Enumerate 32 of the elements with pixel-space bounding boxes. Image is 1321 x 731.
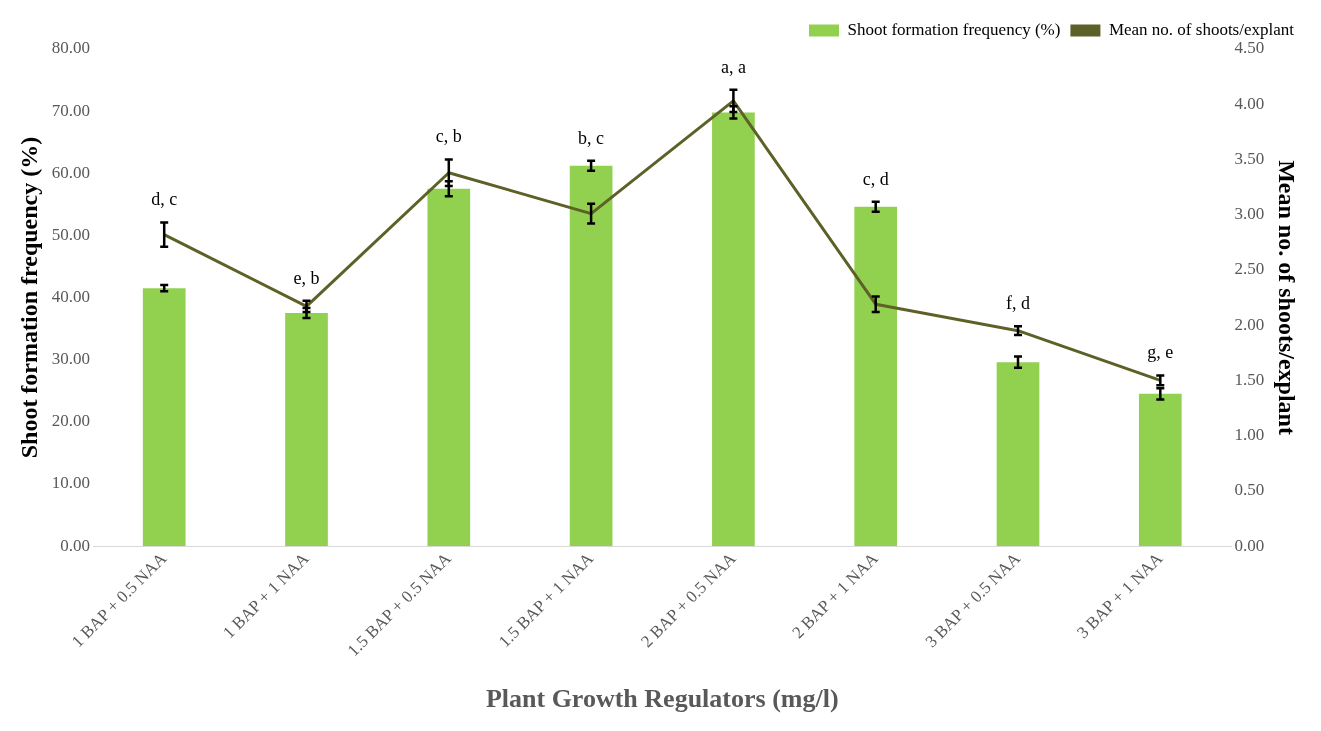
annotation: b, c (578, 127, 605, 148)
y-tick-label: 80.00 (51, 38, 91, 58)
y2-tick-label: 4.00 (1234, 93, 1265, 113)
y2-axis-title: Mean no. of shoots/explant (1274, 160, 1301, 435)
y-tick-label: 60.00 (51, 162, 91, 182)
y-tick-label: 0.00 (60, 535, 91, 555)
y2-tick-label: 4.50 (1234, 38, 1265, 58)
annotation: e, b (293, 267, 320, 288)
y-tick-label: 20.00 (51, 411, 91, 431)
annotation: c, b (435, 126, 462, 147)
y-tick-label: 30.00 (51, 349, 91, 369)
annotation: f, d (1006, 293, 1030, 313)
annotation: c, d (862, 168, 889, 189)
y2-tick-label: 3.50 (1234, 148, 1265, 168)
y-tick-label: 70.00 (51, 100, 91, 120)
y2-tick-label: 2.00 (1234, 314, 1265, 334)
y-tick-label: 10.00 (51, 473, 91, 493)
y2-tick-label: 3.00 (1234, 204, 1265, 224)
annotation: g, e (1147, 342, 1174, 363)
y2-tick-label: 1.50 (1234, 369, 1265, 389)
y2-tick-label: 0.00 (1234, 535, 1265, 555)
annotation: a, a (720, 56, 746, 77)
y2-tick-label: 2.50 (1234, 259, 1265, 279)
legend-label: Mean no. of shoots/explant (1108, 19, 1295, 39)
y-tick-label: 50.00 (51, 224, 91, 244)
x-axis-title: Plant Growth Regulators (mg/l) (485, 684, 839, 714)
annotation: d, c (151, 189, 178, 210)
legend-label: Shoot formation frequency (%) (847, 19, 1061, 39)
y2-tick-label: 0.50 (1234, 480, 1265, 500)
y-axis-title: Shoot formation frequency (%) (15, 136, 42, 459)
y-tick-label: 40.00 (51, 287, 91, 307)
y2-tick-label: 1.00 (1234, 425, 1265, 445)
